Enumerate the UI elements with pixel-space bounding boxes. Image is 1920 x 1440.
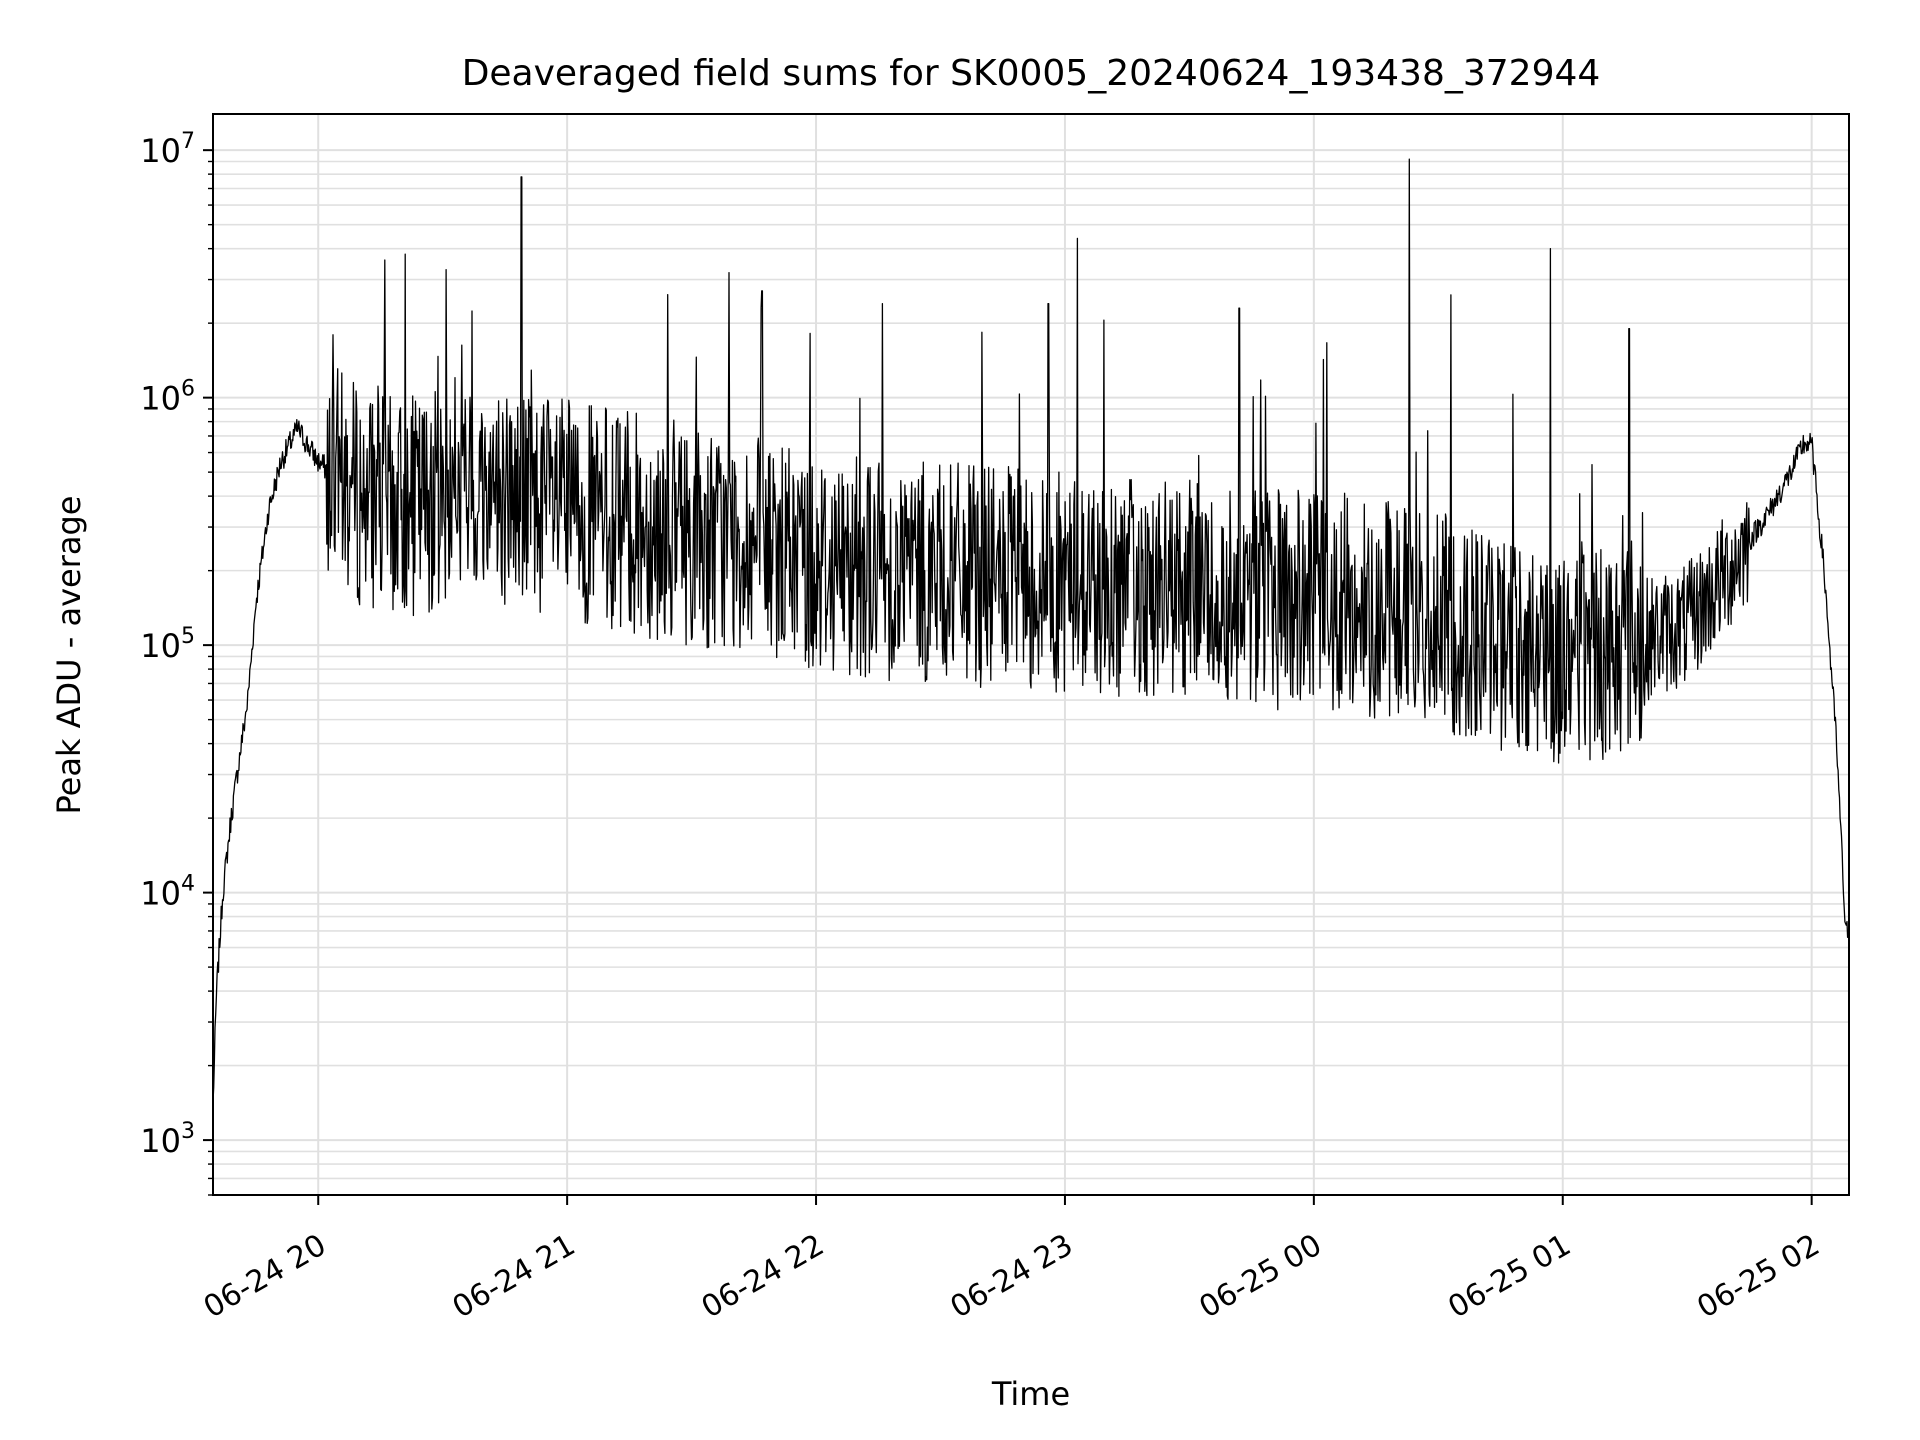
y-tick-label: 104 (140, 872, 195, 913)
chart-title: Deaveraged field sums for SK0005_2024062… (462, 53, 1601, 94)
y-axis-title: Peak ADU - average (50, 496, 88, 815)
y-axis: 103 104 105 106 107 (140, 129, 213, 1196)
series-line (212, 158, 1850, 1102)
x-axis-title: Time (991, 1375, 1070, 1413)
grid (213, 114, 1849, 1196)
data-series (212, 158, 1850, 1102)
y-tick-label: 107 (140, 129, 195, 170)
plot-frame (212, 113, 1850, 1196)
y-tick-label: 105 (140, 624, 195, 665)
y-tick-label: 103 (140, 1119, 195, 1160)
y-tick-label: 106 (140, 377, 195, 418)
